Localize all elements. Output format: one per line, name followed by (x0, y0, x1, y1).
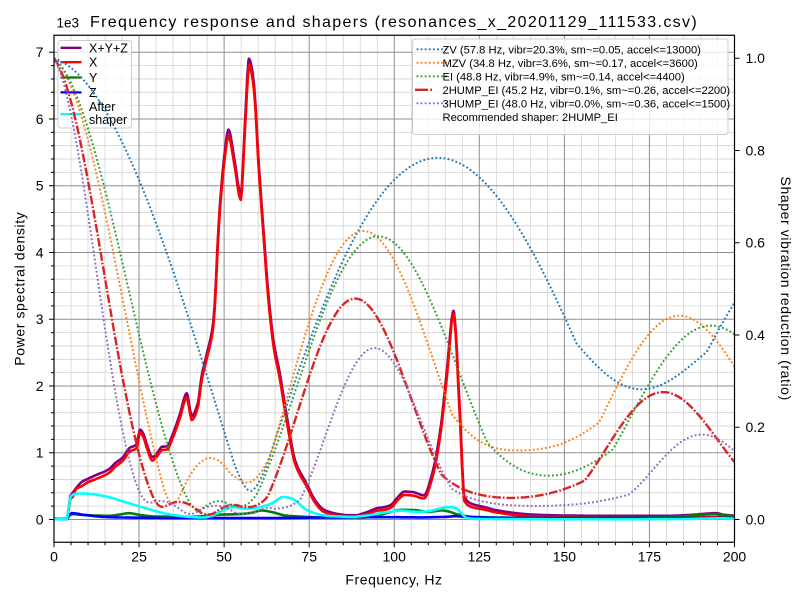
svg-text:Z: Z (89, 86, 97, 100)
svg-text:X: X (89, 56, 98, 70)
svg-text:6: 6 (36, 111, 44, 127)
svg-text:0.0: 0.0 (746, 511, 766, 527)
svg-text:Frequency response and shapers: Frequency response and shapers (resonanc… (90, 14, 698, 31)
svg-text:7: 7 (36, 44, 44, 60)
svg-text:Recommended shaper: 2HUMP_EI: Recommended shaper: 2HUMP_EI (443, 112, 618, 124)
svg-text:125: 125 (468, 549, 492, 565)
svg-text:4: 4 (36, 244, 44, 260)
svg-text:3HUMP_EI (48.0 Hz, vibr=0.0%,: 3HUMP_EI (48.0 Hz, vibr=0.0%, sm~=0.36, … (443, 98, 731, 110)
svg-text:2: 2 (36, 378, 44, 394)
svg-text:MZV (34.8 Hz, vibr=3.6%, sm~=0: MZV (34.8 Hz, vibr=3.6%, sm~=0.17, accel… (443, 58, 699, 70)
svg-text:150: 150 (553, 549, 577, 565)
svg-text:1e3: 1e3 (57, 16, 80, 31)
svg-text:ZV (57.8 Hz, vibr=20.3%, sm~=0: ZV (57.8 Hz, vibr=20.3%, sm~=0.05, accel… (443, 44, 702, 56)
svg-text:2HUMP_EI (45.2 Hz, vibr=0.1%,: 2HUMP_EI (45.2 Hz, vibr=0.1%, sm~=0.26, … (443, 85, 731, 97)
svg-text:0.2: 0.2 (746, 419, 766, 435)
svg-text:X+Y+Z: X+Y+Z (89, 41, 128, 55)
svg-text:75: 75 (301, 549, 317, 565)
svg-text:Shaper vibration reduction (ra: Shaper vibration reduction (ratio) (778, 177, 794, 401)
svg-text:0.4: 0.4 (746, 327, 766, 343)
svg-text:25: 25 (131, 549, 147, 565)
svg-text:1.0: 1.0 (746, 50, 766, 66)
svg-text:0.6: 0.6 (746, 235, 766, 251)
svg-text:0.8: 0.8 (746, 142, 766, 158)
svg-text:0: 0 (50, 549, 58, 565)
svg-text:50: 50 (216, 549, 232, 565)
svg-text:Y: Y (89, 71, 98, 85)
svg-text:Power spectral density: Power spectral density (12, 212, 28, 366)
svg-text:3: 3 (36, 311, 44, 327)
svg-text:1: 1 (36, 445, 44, 461)
svg-text:5: 5 (36, 178, 44, 194)
svg-text:0: 0 (36, 511, 44, 527)
svg-text:200: 200 (723, 549, 747, 565)
svg-text:shaper: shaper (89, 113, 127, 127)
svg-text:100: 100 (383, 549, 407, 565)
svg-text:175: 175 (638, 549, 662, 565)
svg-text:Frequency, Hz: Frequency, Hz (345, 572, 442, 588)
svg-text:EI (48.8 Hz, vibr=4.9%, sm~=0.: EI (48.8 Hz, vibr=4.9%, sm~=0.14, accel<… (443, 71, 685, 83)
